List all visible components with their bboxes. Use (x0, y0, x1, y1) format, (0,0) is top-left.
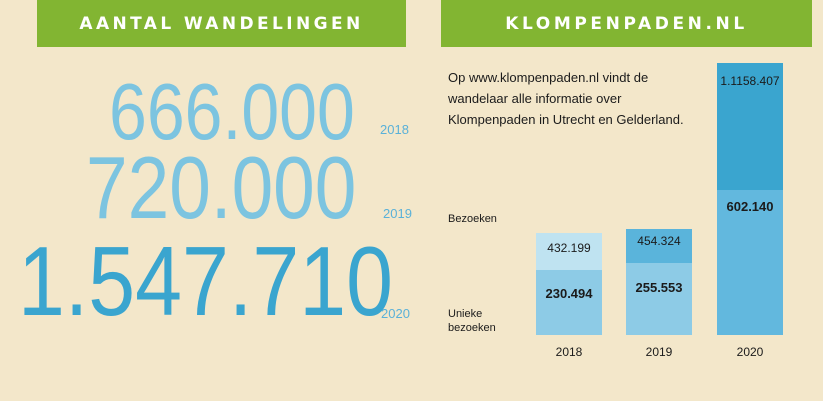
bar-unique-2020 (717, 190, 783, 335)
data-label-unique-2018: 230.494 (546, 286, 594, 301)
big-number-2019: 720.000 (86, 138, 357, 237)
tick-label-2019: 2019 (646, 345, 673, 359)
bar-unique-2018 (536, 270, 602, 335)
tick-label-2018: 2018 (556, 345, 583, 359)
header-aantal-wandelingen: AANTAL WANDELINGEN (37, 0, 406, 47)
bar-visits-2019 (626, 229, 692, 263)
bar-visits-2018 (536, 233, 602, 270)
tick-label-2020: 2020 (737, 345, 764, 359)
data-label-visits-2020: 1.1158.407 (720, 74, 779, 88)
data-label-visits-2018: 432.199 (547, 241, 591, 255)
description-text: Op www.klompenpaden.nl vindt de wandelaa… (448, 70, 684, 127)
data-label-unique-2020: 602.140 (727, 199, 774, 214)
year-label-2020: 2020 (381, 306, 410, 321)
legend-unieke-bezoeken: Unieke bezoeken (448, 308, 496, 334)
bar-visits-2020 (717, 63, 783, 190)
legend-bezoeken: Bezoeken (448, 213, 497, 225)
header-klompenpaden: KLOMPENPADEN.NL (441, 0, 812, 47)
year-label-2018: 2018 (380, 122, 409, 137)
big-number-2020: 1.547.710 (18, 226, 393, 336)
bar-unique-2019 (626, 263, 692, 335)
big-number-2018: 666.000 (109, 67, 355, 156)
year-label-2019: 2019 (383, 206, 412, 221)
data-label-visits-2019: 454.324 (637, 234, 681, 248)
data-label-unique-2019: 255.553 (636, 280, 683, 295)
